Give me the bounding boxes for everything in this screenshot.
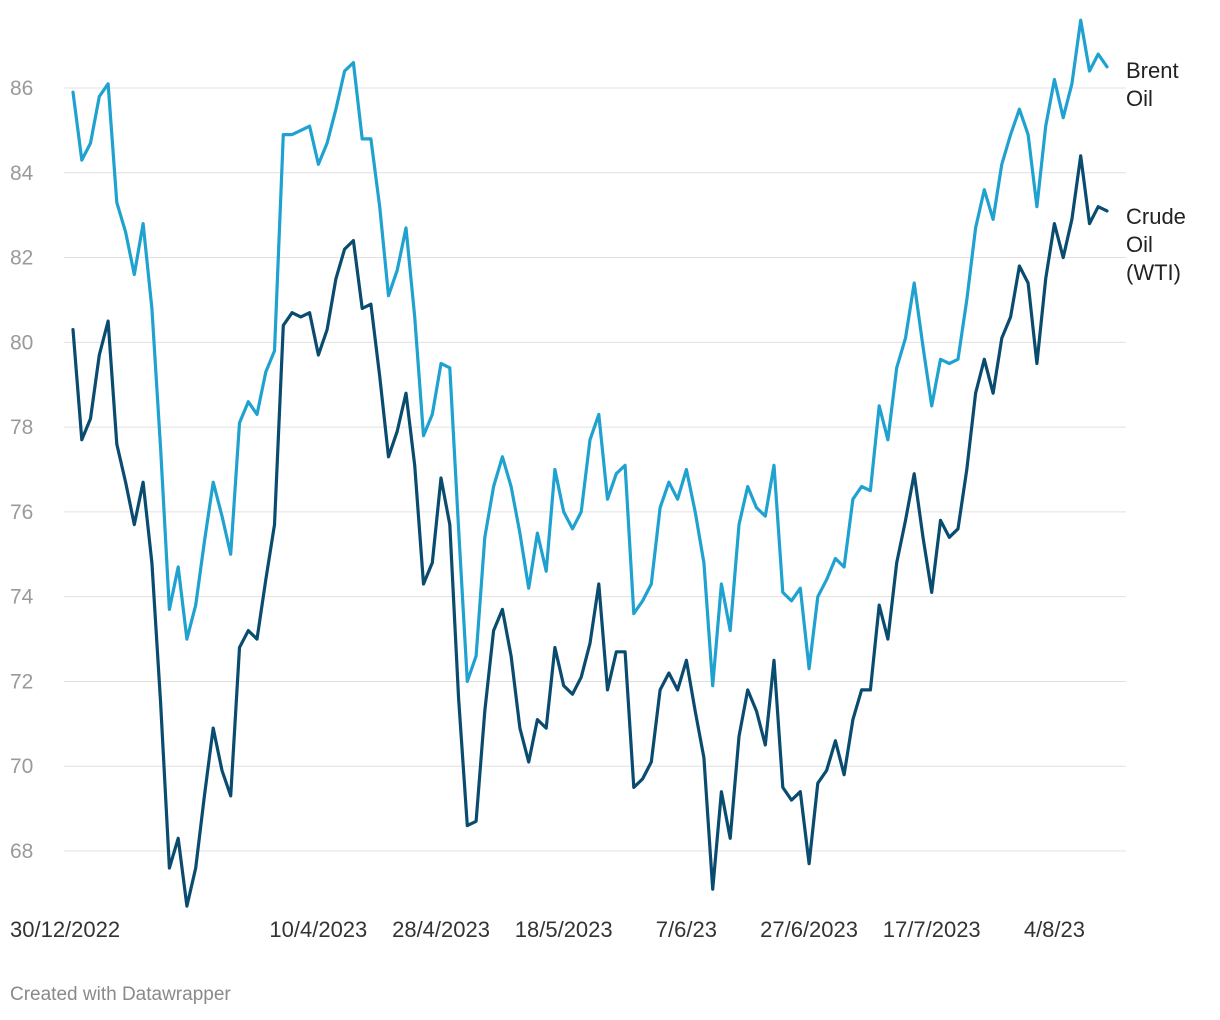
series-label-line: Oil [1126, 232, 1153, 257]
y-tick-label: 78 [10, 416, 33, 439]
series-line-crude-oil-wti [71, 154, 1109, 908]
x-tick-label: 4/8/23 [1024, 917, 1085, 942]
y-tick-label: 84 [10, 162, 34, 185]
y-tick-label: 68 [10, 840, 33, 863]
x-tick-label: 18/5/2023 [515, 917, 613, 942]
series-lines [71, 18, 1109, 908]
series-label-line: Oil [1126, 86, 1153, 111]
series-label-line: Brent [1126, 58, 1179, 83]
y-tick-label: 86 [10, 77, 33, 100]
x-tick-label: 28/4/2023 [392, 917, 490, 942]
y-tick-label: 80 [10, 331, 33, 354]
credit-text: Created with Datawrapper [10, 984, 231, 1005]
series-labels: Brent Oil Crude Oil (WTI) [1126, 58, 1186, 285]
x-tick-label: 27/6/2023 [760, 917, 858, 942]
y-tick-label: 76 [10, 501, 33, 524]
y-tick-label: 82 [10, 247, 33, 270]
x-tick-label: 7/6/23 [656, 917, 717, 942]
x-axis-ticks: 30/12/2022 10/4/2023 28/4/2023 18/5/2023 7/6… [10, 917, 1085, 942]
y-tick-label: 72 [10, 670, 33, 693]
x-tick-label: 10/4/2023 [269, 917, 367, 942]
series-line-brent-oil [71, 18, 1109, 688]
y-tick-label: 70 [10, 755, 33, 778]
x-tick-label: 17/7/2023 [883, 917, 981, 942]
series-label-line: Crude [1126, 204, 1186, 229]
y-axis-ticks: 68 70 72 74 76 78 80 82 84 86 [10, 77, 34, 863]
x-tick-label: 30/12/2022 [10, 917, 120, 942]
series-label-line: (WTI) [1126, 260, 1181, 285]
y-tick-label: 74 [10, 586, 34, 609]
